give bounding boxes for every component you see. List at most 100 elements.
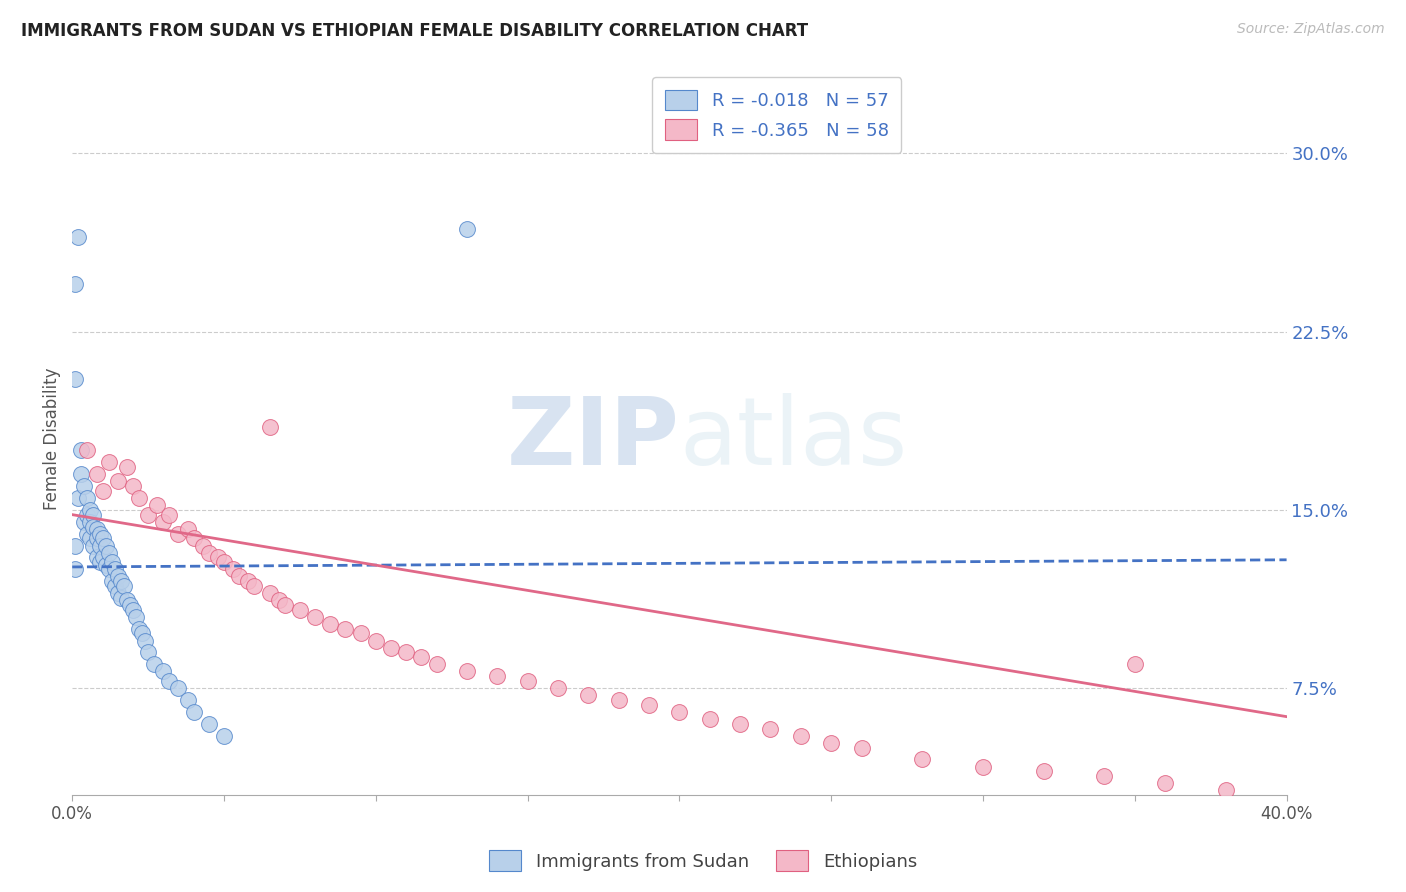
Point	[94, 558, 117, 572]
Point	[274, 598, 297, 612]
Point	[134, 633, 156, 648]
Point	[79, 503, 101, 517]
Point	[104, 562, 127, 576]
Point	[395, 645, 418, 659]
Point	[136, 645, 159, 659]
Text: ZIP: ZIP	[506, 392, 679, 484]
Point	[207, 550, 229, 565]
Point	[176, 693, 198, 707]
Point	[1094, 769, 1116, 783]
Point	[1154, 776, 1177, 790]
Point	[73, 479, 96, 493]
Text: atlas: atlas	[679, 392, 908, 484]
Point	[107, 586, 129, 600]
Point	[136, 508, 159, 522]
Point	[212, 729, 235, 743]
Point	[350, 626, 373, 640]
Point	[259, 586, 281, 600]
Point	[304, 610, 326, 624]
Point	[76, 443, 98, 458]
Point	[100, 574, 122, 589]
Point	[607, 693, 630, 707]
Point	[112, 579, 135, 593]
Point	[94, 539, 117, 553]
Point	[576, 688, 599, 702]
Point	[67, 229, 90, 244]
Point	[1032, 764, 1054, 779]
Point	[228, 569, 250, 583]
Point	[267, 593, 290, 607]
Point	[335, 622, 357, 636]
Point	[176, 522, 198, 536]
Point	[456, 222, 478, 236]
Point	[125, 610, 148, 624]
Point	[86, 550, 108, 565]
Text: IMMIGRANTS FROM SUDAN VS ETHIOPIAN FEMALE DISABILITY CORRELATION CHART: IMMIGRANTS FROM SUDAN VS ETHIOPIAN FEMAL…	[21, 22, 808, 40]
Point	[97, 546, 120, 560]
Point	[65, 562, 87, 576]
Point	[122, 603, 145, 617]
Point	[143, 657, 166, 672]
Point	[1215, 783, 1237, 797]
Point	[243, 579, 266, 593]
Point	[911, 752, 934, 766]
Point	[89, 539, 111, 553]
Point	[89, 526, 111, 541]
Point	[86, 532, 108, 546]
Point	[91, 483, 114, 498]
Point	[73, 515, 96, 529]
Point	[82, 539, 104, 553]
Point	[97, 455, 120, 469]
Point	[65, 372, 87, 386]
Point	[86, 522, 108, 536]
Point	[851, 740, 873, 755]
Point	[425, 657, 447, 672]
Point	[91, 532, 114, 546]
Point	[70, 443, 93, 458]
Point	[238, 574, 260, 589]
Point	[638, 698, 661, 712]
Point	[456, 665, 478, 679]
Point	[198, 546, 221, 560]
Point	[107, 569, 129, 583]
Point	[115, 460, 138, 475]
Point	[110, 591, 132, 605]
Point	[86, 467, 108, 482]
Point	[972, 759, 994, 773]
Point	[76, 491, 98, 505]
Point	[364, 633, 387, 648]
Point	[79, 515, 101, 529]
Point	[110, 574, 132, 589]
Point	[91, 550, 114, 565]
Point	[759, 722, 782, 736]
Point	[790, 729, 813, 743]
Point	[380, 640, 402, 655]
Point	[128, 622, 150, 636]
Point	[167, 681, 190, 695]
Point	[699, 712, 721, 726]
Point	[668, 705, 690, 719]
Point	[198, 716, 221, 731]
Point	[67, 491, 90, 505]
Point	[107, 475, 129, 489]
Point	[183, 705, 205, 719]
Point	[76, 508, 98, 522]
Point	[516, 673, 538, 688]
Point	[152, 515, 174, 529]
Point	[76, 526, 98, 541]
Point	[82, 508, 104, 522]
Point	[79, 532, 101, 546]
Point	[212, 555, 235, 569]
Point	[65, 277, 87, 292]
Point	[167, 526, 190, 541]
Point	[319, 617, 342, 632]
Point	[131, 626, 153, 640]
Point	[70, 467, 93, 482]
Point	[89, 555, 111, 569]
Point	[118, 598, 141, 612]
Point	[122, 479, 145, 493]
Point	[65, 539, 87, 553]
Y-axis label: Female Disability: Female Disability	[44, 368, 60, 510]
Point	[728, 716, 751, 731]
Point	[288, 603, 311, 617]
